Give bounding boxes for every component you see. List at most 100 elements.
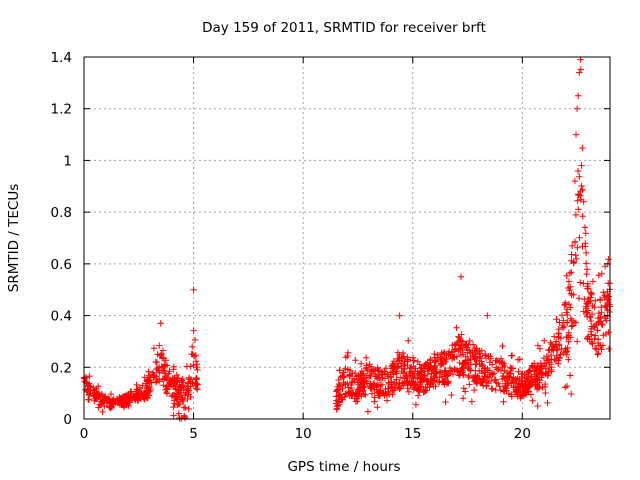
data-point <box>583 305 590 312</box>
data-point <box>595 272 602 279</box>
data-point <box>504 380 511 387</box>
data-point <box>553 316 560 323</box>
data-point <box>193 380 200 387</box>
data-point <box>420 362 428 369</box>
data-point <box>577 66 584 73</box>
data-point <box>182 404 189 411</box>
data-point <box>374 389 381 396</box>
data-point <box>551 356 558 363</box>
data-point <box>408 376 415 384</box>
data-point <box>390 358 397 365</box>
data-point <box>568 251 575 258</box>
data-point <box>333 387 341 394</box>
y-tick-label: 0.4 <box>51 309 72 325</box>
data-point <box>160 381 167 389</box>
data-point <box>468 398 476 405</box>
data-point <box>538 365 545 372</box>
data-point <box>478 347 485 354</box>
data-point <box>401 375 408 382</box>
data-point <box>370 381 377 388</box>
data-point <box>385 380 392 388</box>
data-point <box>361 374 369 381</box>
data-point <box>598 346 605 353</box>
data-point <box>99 408 106 416</box>
data-point <box>427 356 434 363</box>
data-point <box>170 397 178 404</box>
data-point <box>185 405 192 413</box>
data-point <box>508 391 515 398</box>
data-point <box>482 352 489 359</box>
data-point <box>577 279 584 286</box>
data-point <box>456 371 464 378</box>
data-point <box>565 278 573 285</box>
data-point <box>518 377 525 384</box>
data-point <box>481 364 488 372</box>
data-point <box>353 373 360 380</box>
data-point <box>141 374 148 381</box>
data-point <box>453 353 460 360</box>
data-point <box>547 339 554 346</box>
data-point <box>174 378 181 385</box>
data-point <box>339 385 346 392</box>
data-point <box>166 368 173 375</box>
data-point <box>338 396 345 403</box>
data-point <box>442 354 450 362</box>
data-point <box>455 347 462 355</box>
data-point <box>568 390 575 398</box>
data-point <box>508 352 515 359</box>
data-point <box>541 337 548 344</box>
data-point <box>571 177 579 185</box>
data-point <box>85 392 93 399</box>
data-point <box>373 375 381 382</box>
data-point <box>449 342 456 349</box>
data-point <box>424 370 431 378</box>
data-point <box>595 350 602 357</box>
data-point <box>567 315 574 322</box>
data-point <box>116 394 123 401</box>
data-point <box>192 374 200 382</box>
data-point <box>368 390 376 397</box>
data-point <box>344 349 352 356</box>
data-point <box>488 377 495 385</box>
data-point <box>132 397 139 404</box>
data-point <box>98 391 106 399</box>
data-point <box>585 333 592 340</box>
data-point <box>469 341 477 348</box>
data-point <box>589 302 596 310</box>
data-point <box>446 364 454 372</box>
data-point <box>575 92 582 99</box>
data-point <box>525 384 533 391</box>
data-point <box>191 353 198 360</box>
data-point <box>562 384 569 391</box>
data-point <box>526 368 533 375</box>
data-point <box>482 369 489 376</box>
data-point <box>582 249 590 257</box>
data-point <box>150 345 158 352</box>
data-point <box>448 355 456 362</box>
data-point <box>84 396 92 403</box>
data-point <box>414 368 421 375</box>
data-point <box>337 373 344 381</box>
data-point <box>535 385 543 392</box>
data-point <box>335 386 342 394</box>
data-point <box>576 234 583 241</box>
data-point <box>602 330 610 338</box>
x-tick-label: 5 <box>189 426 198 442</box>
data-point <box>146 388 153 395</box>
data-point <box>557 351 564 358</box>
data-point <box>187 363 194 370</box>
data-point <box>568 323 575 330</box>
data-point <box>336 367 343 374</box>
data-point <box>437 369 444 376</box>
data-point <box>176 386 183 394</box>
data-point <box>342 354 349 361</box>
data-point <box>383 397 391 404</box>
data-point <box>412 401 420 408</box>
data-point <box>601 302 609 309</box>
data-point <box>136 384 143 391</box>
data-point <box>568 257 575 264</box>
data-point <box>96 401 103 408</box>
data-point <box>455 333 462 340</box>
y-axis-label: SRMTID / TECUs <box>6 184 22 292</box>
data-point <box>572 211 580 219</box>
